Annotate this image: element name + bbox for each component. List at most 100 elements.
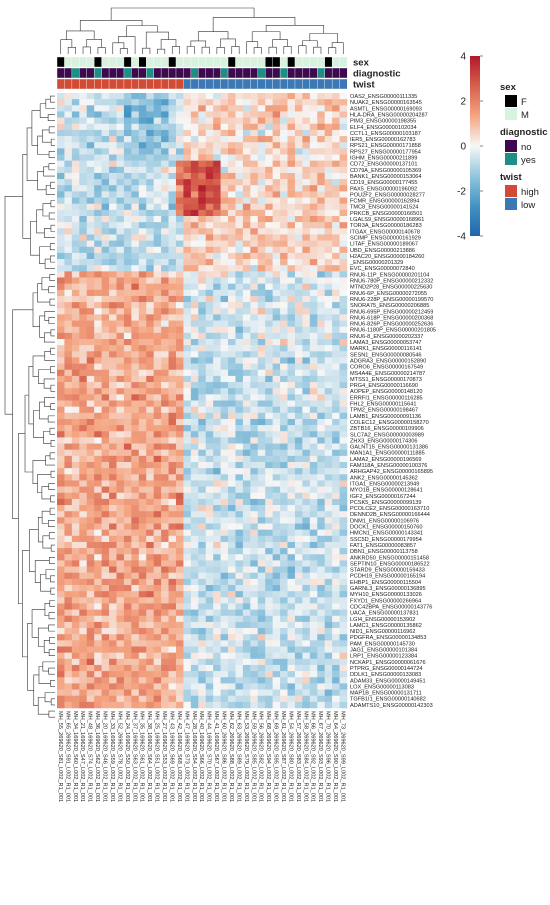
heatmap-cell: [213, 308, 221, 315]
heatmap-cell: [332, 628, 340, 635]
row-label: MTND2P28_ENSG00000225630: [350, 285, 432, 291]
heatmap-cell: [109, 172, 117, 180]
heatmap-cell: [131, 105, 140, 112]
dendrogram-branch: [49, 636, 55, 644]
heatmap-cell: [317, 652, 325, 660]
heatmap-cell: [57, 369, 65, 377]
heatmap-cell: [220, 382, 229, 389]
heatmap-cell: [64, 326, 73, 334]
heatmap-cell: [57, 683, 65, 690]
heatmap-cell: [57, 382, 65, 389]
heatmap-cell: [309, 197, 318, 204]
heatmap-cell: [235, 351, 244, 358]
heatmap-cell: [79, 554, 88, 561]
heatmap-cell: [332, 541, 340, 549]
dendrogram-branch: [328, 47, 337, 54]
heatmap-cell: [131, 345, 140, 352]
heatmap-cell: [116, 406, 125, 414]
heatmap-cell: [265, 197, 273, 204]
heatmap-cell: [190, 252, 199, 260]
heatmap-cell: [71, 216, 80, 223]
heatmap-cell: [71, 382, 80, 389]
heatmap-cell: [131, 443, 140, 450]
heatmap-cell: [198, 203, 207, 211]
heatmap-cell: [153, 689, 162, 696]
heatmap-cell: [116, 363, 125, 371]
heatmap-cell: [57, 517, 65, 524]
heatmap-cell: [161, 123, 169, 131]
row-label: ELF4_ENSG00000102034: [350, 125, 417, 131]
heatmap-cell: [153, 677, 162, 684]
heatmap-cell: [294, 105, 303, 112]
heatmap-cell: [257, 455, 266, 463]
dendrogram-branch: [37, 283, 50, 303]
heatmap-cell: [213, 216, 221, 223]
heatmap-cell: [86, 93, 95, 100]
heatmap-cell: [294, 609, 303, 617]
heatmap-cell: [272, 498, 281, 506]
column-label: MH_57_269620_S83_L002_R1_001: [295, 711, 301, 802]
heatmap-cell: [332, 591, 340, 598]
row-label: IGHM_ENSG00000211899: [350, 156, 417, 162]
heatmap-cell: [101, 529, 110, 537]
heatmap-cell: [213, 400, 221, 407]
heatmap-cell: [57, 652, 65, 660]
heatmap-cell: [86, 320, 95, 327]
heatmap-cell: [257, 388, 266, 395]
heatmap-cell: [116, 566, 125, 573]
heatmap-cell: [235, 634, 244, 641]
heatmap-cell: [280, 382, 288, 389]
heatmap-cell: [280, 646, 288, 653]
heatmap-cell: [228, 154, 236, 161]
heatmap-cell: [242, 345, 251, 352]
heatmap-cell: [309, 259, 318, 266]
heatmap-cell: [153, 664, 162, 672]
heatmap-cell: [168, 117, 177, 125]
heatmap-cell: [280, 142, 288, 149]
heatmap-cell: [235, 560, 244, 567]
heatmap-cell: [332, 517, 340, 524]
heatmap-cell: [309, 222, 318, 229]
heatmap-cell: [57, 363, 65, 371]
heatmap-cell: [220, 345, 229, 352]
heatmap-cell: [57, 689, 65, 696]
heatmap-cell: [280, 252, 288, 260]
heatmap-cell: [64, 615, 73, 623]
heatmap-cell: [235, 277, 244, 284]
heatmap-cell: [309, 640, 318, 647]
heatmap-cell: [190, 511, 199, 518]
heatmap-cell: [109, 148, 117, 155]
heatmap-cell: [168, 99, 177, 106]
heatmap-cell: [272, 480, 281, 487]
heatmap-cell: [242, 628, 251, 635]
heatmap-cell: [265, 505, 273, 512]
heatmap-cell: [205, 591, 214, 598]
heatmap-cell: [228, 498, 236, 506]
heatmap-cell: [205, 640, 214, 647]
heatmap-cell: [86, 375, 95, 383]
heatmap-cell: [332, 492, 340, 500]
heatmap-cell: [287, 166, 296, 174]
heatmap-cell: [302, 265, 311, 272]
heatmap-cell: [161, 185, 169, 192]
heatmap-cell: [183, 191, 192, 198]
heatmap-cell: [175, 492, 184, 500]
heatmap-cell: [79, 259, 88, 266]
heatmap-cell: [250, 111, 259, 118]
row-label: JAG1_ENSG00000101384: [350, 648, 417, 654]
heatmap-cell: [257, 117, 266, 125]
heatmap-cell: [175, 271, 184, 278]
heatmap-cell: [250, 541, 259, 549]
heatmap-cell: [250, 400, 259, 407]
dendrogram-branch: [50, 698, 55, 706]
heatmap-cell: [228, 701, 236, 709]
heatmap-cell: [153, 302, 162, 309]
heatmap-cell: [64, 603, 73, 610]
annotation-cell-diagnostic: [339, 67, 348, 79]
heatmap-cell: [265, 99, 273, 106]
heatmap-cell: [235, 683, 244, 690]
heatmap-cell: [235, 462, 244, 469]
legend-swatch: [505, 153, 517, 165]
heatmap-cell: [86, 572, 95, 580]
heatmap-cell: [205, 646, 214, 653]
